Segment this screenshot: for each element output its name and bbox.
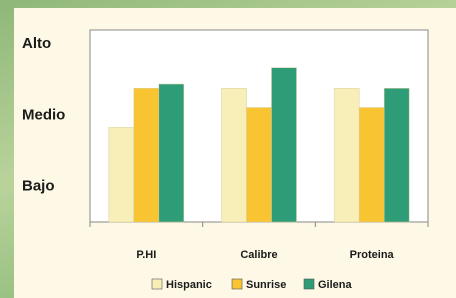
- bar: [247, 108, 272, 222]
- x-tick-label: P.HI: [136, 249, 156, 261]
- x-tick-label: Proteina: [350, 249, 395, 261]
- legend-swatch: [304, 279, 314, 289]
- bar: [109, 127, 134, 222]
- legend-label: Sunrise: [246, 279, 286, 291]
- bar: [134, 88, 159, 222]
- chart: Bajo Medio Alto P.HI Calibre Proteina Hispanic…: [0, 0, 456, 298]
- bar: [384, 88, 409, 222]
- y-tick-label: Alto: [22, 35, 51, 52]
- bar: [272, 68, 297, 222]
- y-tick-label: Medio: [22, 106, 65, 123]
- bar: [359, 108, 384, 222]
- bar: [334, 88, 359, 222]
- bar: [222, 88, 247, 222]
- legend-label: Hispanic: [166, 279, 212, 291]
- page: {"chart_data": {"type": "bar", "categori…: [0, 0, 456, 298]
- legend-label: Gilena: [318, 279, 353, 291]
- bar: [159, 84, 184, 222]
- x-tick-label: Calibre: [240, 249, 277, 261]
- legend-swatch: [232, 279, 242, 289]
- legend-swatch: [152, 279, 162, 289]
- y-tick-label: Bajo: [22, 177, 55, 194]
